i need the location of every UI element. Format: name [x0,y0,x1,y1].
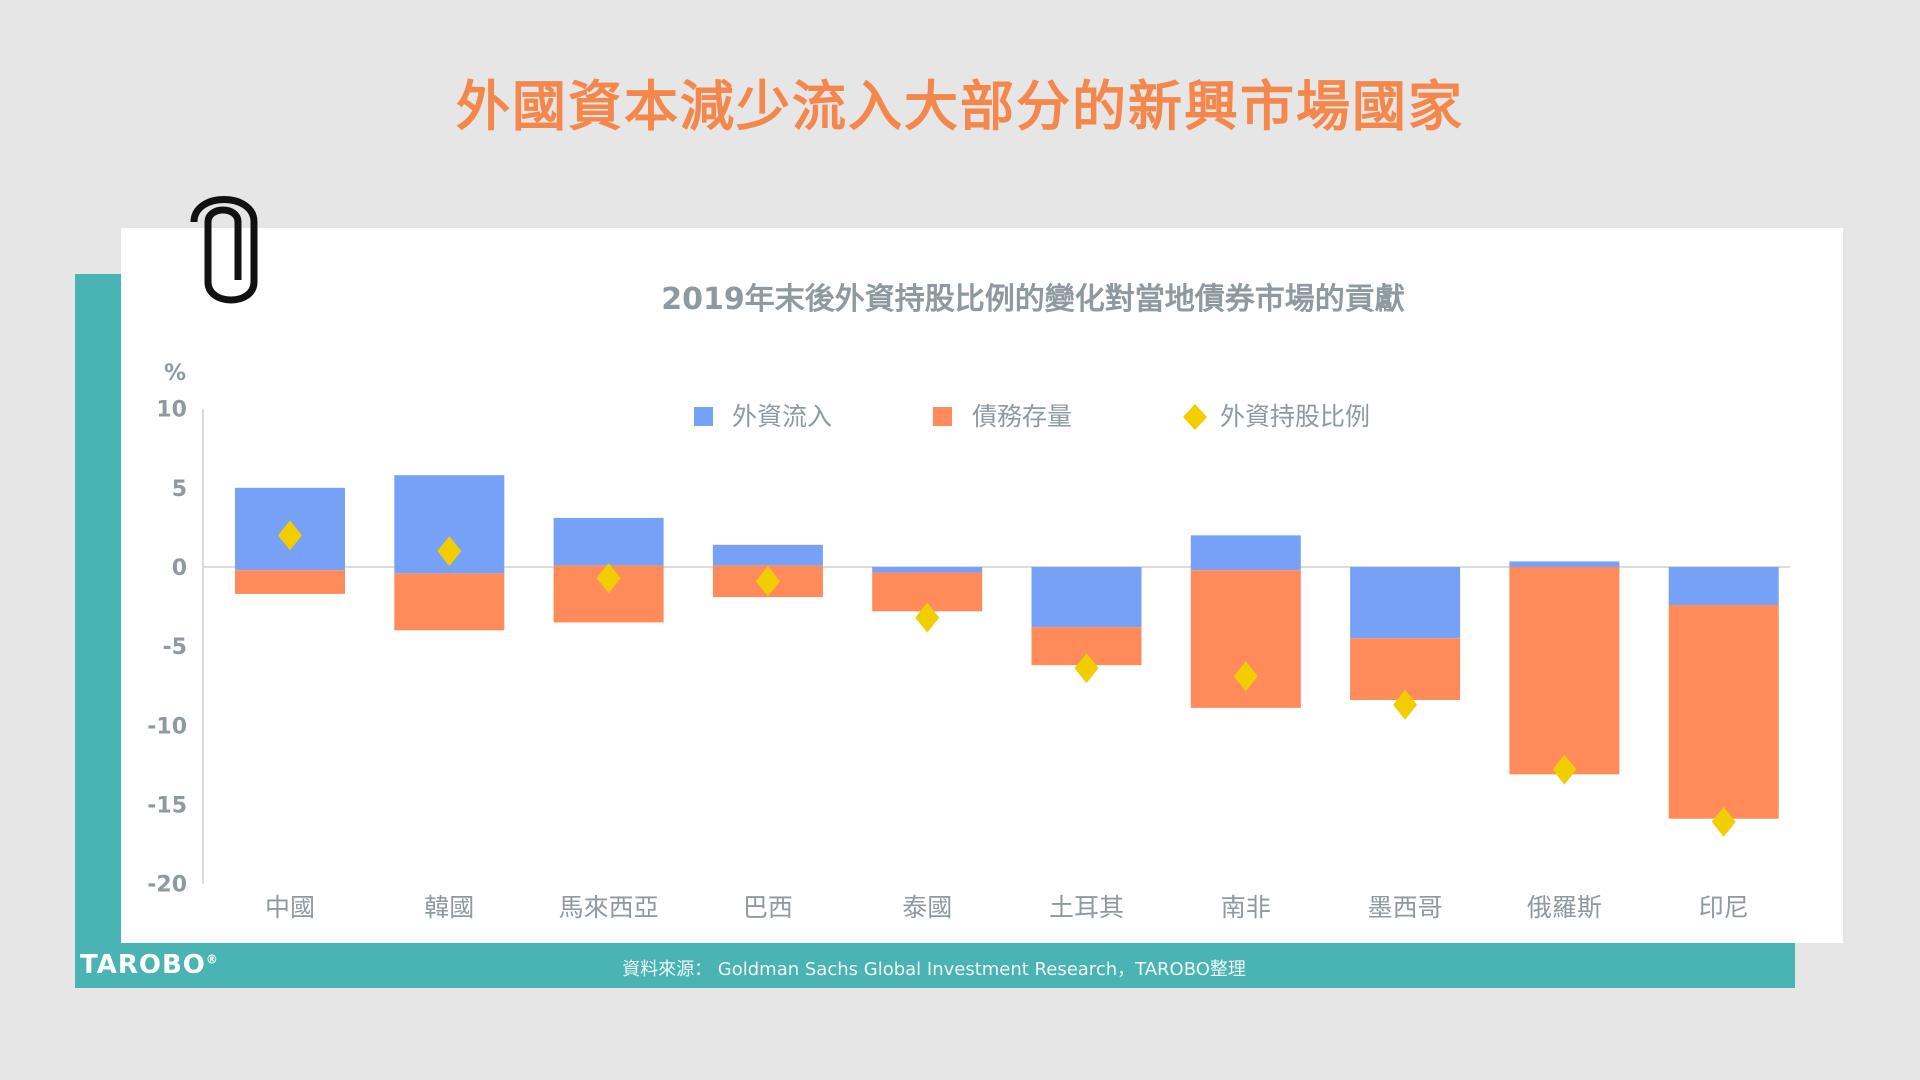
ratio-diamond-marker [278,520,302,551]
ratio-diamond-marker [1233,661,1258,692]
legend-diamond-icon [1183,404,1207,430]
bar-debt [1668,604,1779,819]
teal-accent-strip [75,274,121,988]
category-label: 中國 [265,893,315,922]
logo-text: TAROBO [80,950,206,980]
ratio-diamond-marker [1711,806,1736,837]
bar-inflow [1350,567,1461,639]
ratio-diamond-marker [1393,689,1418,720]
legend-swatch-inflow [694,407,713,426]
category-label: 馬來西亞 [559,893,659,922]
category-label: 俄羅斯 [1527,893,1602,922]
ratio-diamond-marker [596,563,621,594]
legend-swatch-debt [933,407,952,426]
chart-title: 2019年末後外資持股比例的變化對當地債券市場的貢獻 [661,282,1405,317]
bar-debt [1509,567,1620,775]
category-label: 巴西 [743,893,793,922]
legend-label-ratio: 外資持股比例 [1220,402,1370,431]
ratio-diamond-marker [915,602,940,633]
bar-inflow [1509,561,1620,567]
y-tick-label: -5 [163,635,187,660]
bar-debt [394,573,505,631]
y-tick-label: -15 [147,793,187,818]
tarobo-logo: TAROBO® [80,950,219,980]
page-title: 外國資本減少流入大部分的新興市場國家 [456,75,1464,138]
bar-inflow [1668,567,1779,605]
bar-debt [235,570,345,594]
ratio-diamond-marker [437,536,462,567]
ratio-diamond-marker [755,566,780,597]
bar-inflow [872,567,983,573]
footer-bar [75,943,1795,988]
category-label: 土耳其 [1049,893,1124,922]
legend-label-debt: 債務存量 [972,402,1072,431]
legend: 外資流入 債務存量 外資持股比例 [694,402,1370,431]
paperclip-icon [190,196,258,304]
source-note: 資料來源： Goldman Sachs Global Investment Re… [622,959,1246,980]
bar-inflow [553,517,664,566]
ratio-diamond-marker [1074,653,1099,684]
bar-inflow [712,544,823,566]
bar-inflow [1031,567,1142,628]
legend-label-inflow: 外資流入 [732,402,832,431]
bar-debt [1350,638,1461,700]
y-tick-label: -20 [147,873,187,898]
y-tick-label: -10 [147,714,187,739]
category-label: 韓國 [424,893,474,922]
category-label: 墨西哥 [1368,893,1443,922]
category-label: 印尼 [1699,893,1749,922]
bar-inflow [1190,535,1301,571]
y-tick-label: 5 [172,477,187,502]
ratio-diamond-marker [1552,754,1577,785]
category-label: 泰國 [902,893,952,922]
category-label: 南非 [1221,893,1271,922]
y-tick-label: 0 [172,556,187,581]
y-axis-unit: % [164,361,186,386]
y-tick-label: 10 [156,398,187,423]
